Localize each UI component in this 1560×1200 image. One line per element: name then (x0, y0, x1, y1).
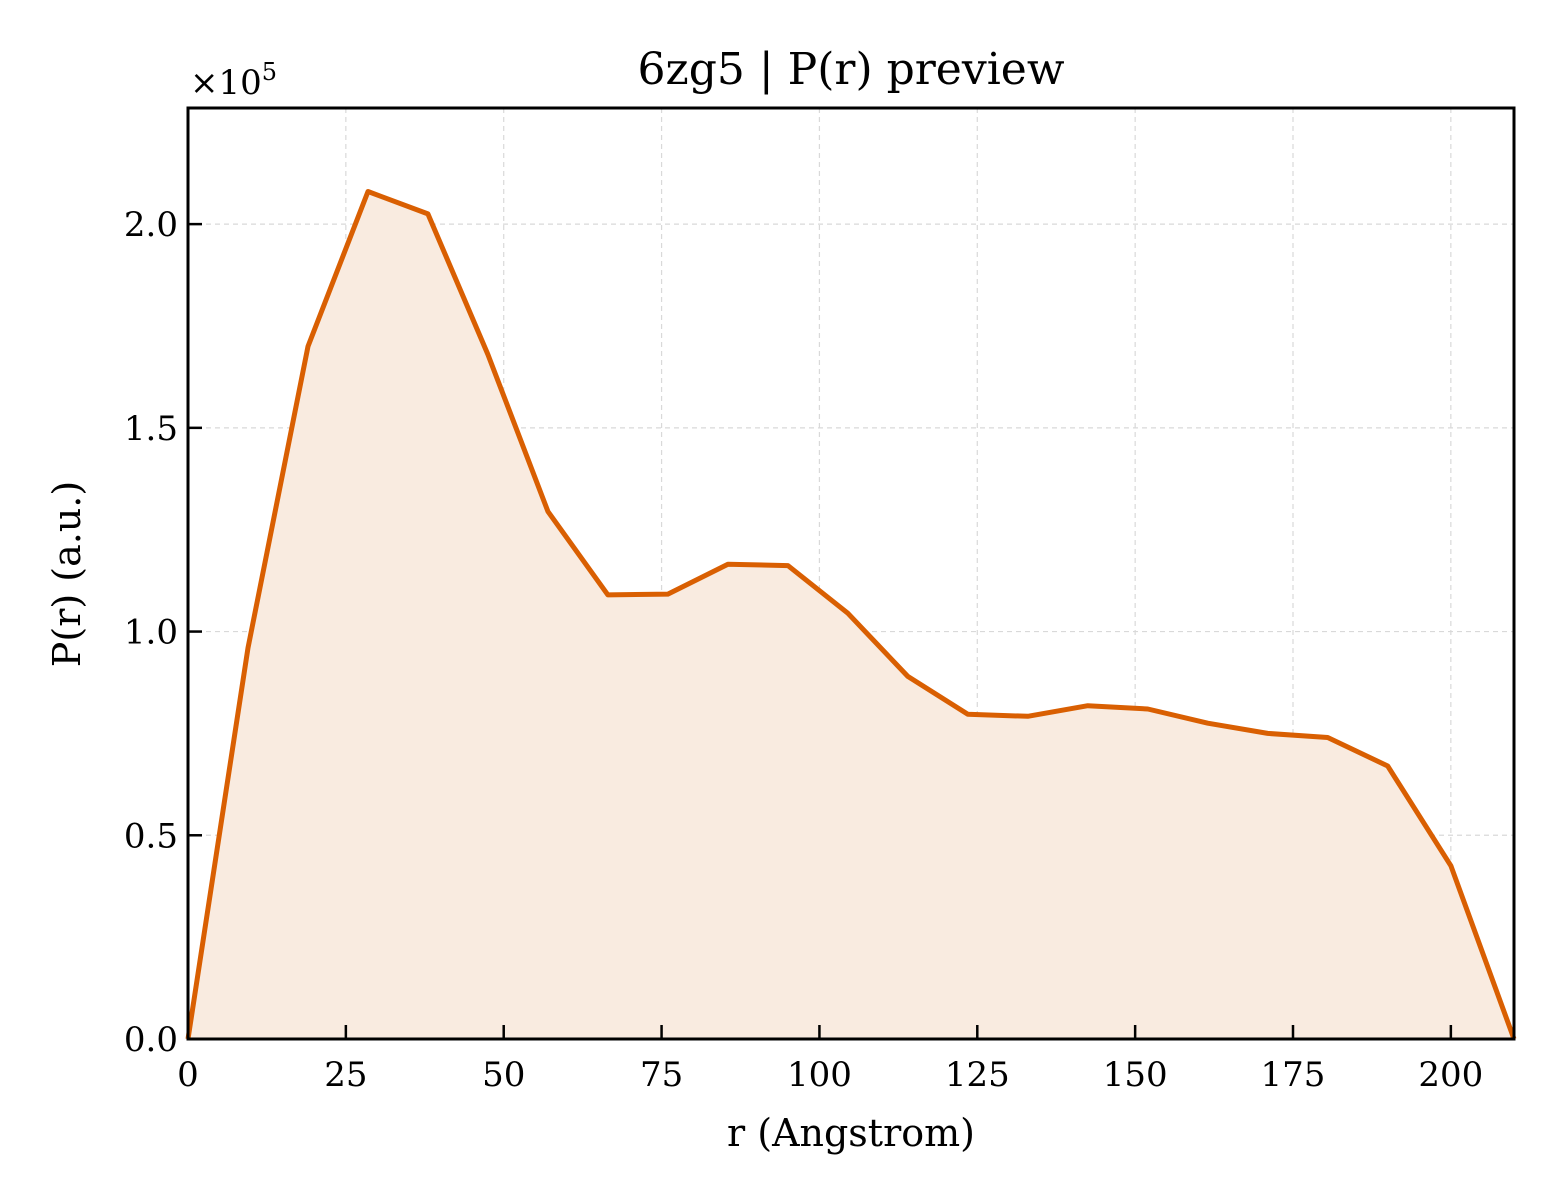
x-tick-label: 100 (787, 1055, 852, 1095)
y-multiplier-base: ×10 (190, 63, 262, 103)
y-tick-label: 1.0 (124, 613, 178, 653)
x-tick-label: 75 (640, 1055, 683, 1095)
y-tick-label: 1.5 (124, 409, 178, 449)
y-multiplier-exponent: 5 (262, 58, 277, 86)
plot-frame (186, 106, 1516, 1041)
x-tick-label: 0 (177, 1055, 199, 1095)
x-tick-label: 50 (482, 1055, 525, 1095)
chart-title: 6zg5 | P(r) preview (638, 44, 1065, 95)
x-tick-label: 25 (324, 1055, 367, 1095)
x-tick-label: 125 (945, 1055, 1010, 1095)
y-tick-label: 0.0 (124, 1020, 178, 1060)
series-area-fill (188, 191, 1514, 1039)
y-multiplier-label: ×105 (190, 58, 277, 103)
x-tick-label: 175 (1261, 1055, 1326, 1095)
y-tick-label: 2.0 (124, 205, 178, 245)
axis-ticks: 0 25 50 75 100 125 150 175 200 0.0 0.5 1.0 1.5 2.0 (124, 205, 1483, 1095)
y-tick-label: 0.5 (124, 816, 178, 856)
y-axis-label: P(r) (a.u.) (45, 481, 89, 667)
x-tick-label: 200 (1418, 1055, 1483, 1095)
series-line (185, 189, 1517, 1040)
x-tick-label: 150 (1103, 1055, 1168, 1095)
x-axis-label: r (Angstrom) (727, 1111, 975, 1155)
